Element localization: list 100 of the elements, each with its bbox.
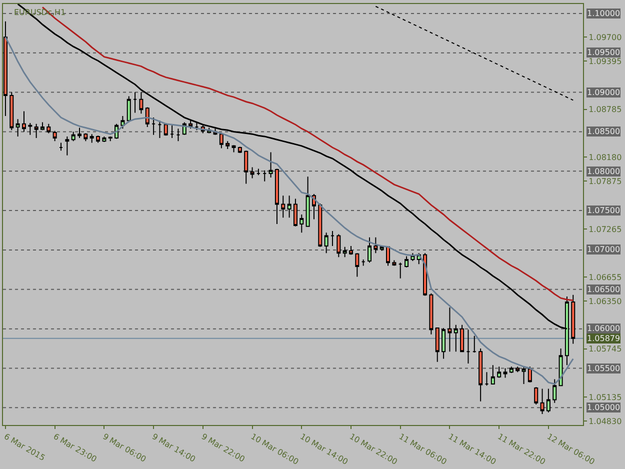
candlestick	[528, 366, 532, 383]
candlestick	[52, 130, 57, 142]
candlestick	[552, 378, 557, 404]
candlestick	[250, 166, 254, 179]
candlestick	[306, 176, 310, 227]
ref-line-label: 1.07000	[587, 245, 620, 254]
candlestick	[281, 195, 286, 218]
ref-line-label: 1.05879	[587, 334, 620, 343]
candlestick	[158, 120, 162, 139]
y-tick-label: 1.05135	[588, 392, 622, 402]
candlestick	[490, 364, 495, 384]
y-tick-label: 1.08180	[588, 152, 622, 162]
y-tick-label: 1.09395	[588, 56, 622, 66]
ref-line-label: 1.05000	[587, 403, 620, 412]
candlestick	[293, 198, 298, 227]
candlestick	[256, 168, 260, 176]
y-tick-label: 1.08785	[588, 105, 622, 114]
candlestick	[120, 115, 125, 130]
ref-line-label: 1.09000	[587, 88, 620, 97]
candlestick	[3, 20, 8, 116]
candlestick	[300, 214, 304, 234]
candlestick	[516, 366, 520, 373]
candlestick	[435, 328, 440, 362]
candlestick	[472, 335, 476, 353]
candlestick	[571, 294, 576, 344]
candlestick	[164, 122, 168, 136]
candlestick	[133, 92, 138, 114]
candlestick	[460, 324, 464, 352]
candlestick	[287, 195, 292, 218]
candlestick	[139, 92, 144, 114]
y-tick-label: 1.07875	[588, 176, 622, 186]
candlestick	[478, 348, 483, 402]
candlestick	[522, 366, 526, 384]
candlestick	[404, 256, 409, 268]
candlestick	[226, 140, 230, 150]
candlestick	[386, 246, 390, 266]
y-tick-label: 1.09700	[588, 32, 622, 42]
ref-line-label: 1.09500	[587, 48, 620, 57]
candlestick	[28, 122, 32, 136]
candlestick	[244, 150, 248, 184]
candlestick	[176, 128, 180, 142]
candlestick	[232, 144, 236, 153]
y-tick-label: 1.06655	[588, 272, 622, 282]
y-tick-label: 1.04830	[588, 416, 622, 426]
candlestick	[503, 368, 508, 378]
candlestick	[16, 118, 20, 137]
ref-line-label: 1.08000	[587, 167, 620, 176]
y-tick-label: 1.06350	[588, 297, 622, 306]
candlestick	[497, 366, 502, 378]
candlestick	[540, 388, 544, 414]
candlestick	[392, 260, 396, 266]
candlestick	[466, 329, 470, 364]
candlestick	[90, 134, 94, 144]
candlestick	[65, 136, 70, 156]
candlestick	[126, 96, 131, 123]
candlestick	[58, 142, 64, 152]
candlestick	[546, 388, 550, 413]
candlestick	[429, 292, 434, 335]
candlestick	[336, 234, 341, 258]
candlestick	[330, 230, 334, 247]
candlestick	[442, 328, 446, 360]
candlestick	[238, 146, 242, 154]
candlestick	[448, 307, 452, 352]
candlestick	[40, 122, 44, 131]
candlestick	[78, 127, 82, 139]
candlestick	[342, 246, 347, 258]
ref-line-label: 1.10000	[587, 9, 620, 18]
candlestick	[509, 366, 514, 374]
ref-line-label: 1.08500	[587, 127, 620, 136]
candlestick	[145, 106, 150, 128]
candlestick	[71, 131, 76, 142]
candlestick	[262, 170, 267, 182]
ref-line-label: 1.05500	[587, 364, 620, 373]
candlestick	[558, 348, 563, 386]
candlestick	[84, 132, 88, 142]
ref-line-label: 1.07500	[587, 206, 620, 215]
candlestick	[348, 246, 354, 256]
candlestick	[152, 117, 156, 136]
y-tick-label: 1.05745	[588, 344, 622, 354]
candlestick	[398, 262, 402, 279]
candlestick	[274, 168, 279, 224]
candlestick	[34, 123, 38, 139]
candlestick	[194, 122, 199, 131]
candlestick	[10, 92, 14, 131]
candlestick	[534, 386, 538, 405]
candlestick	[268, 152, 273, 178]
candlestick	[318, 202, 322, 248]
y-tick-label: 1.07265	[588, 224, 622, 234]
candlestick	[219, 132, 224, 149]
candlestick	[484, 372, 489, 386]
candlestick	[361, 258, 366, 266]
candlestick	[454, 324, 458, 352]
candlestick	[374, 236, 378, 254]
candlestick	[324, 232, 328, 254]
candlestick	[368, 236, 372, 264]
candlestick	[22, 110, 26, 132]
candlestick	[46, 123, 51, 134]
ref-line-label: 1.06000	[587, 324, 620, 333]
candlestick	[108, 136, 112, 142]
candlestick	[96, 135, 100, 144]
